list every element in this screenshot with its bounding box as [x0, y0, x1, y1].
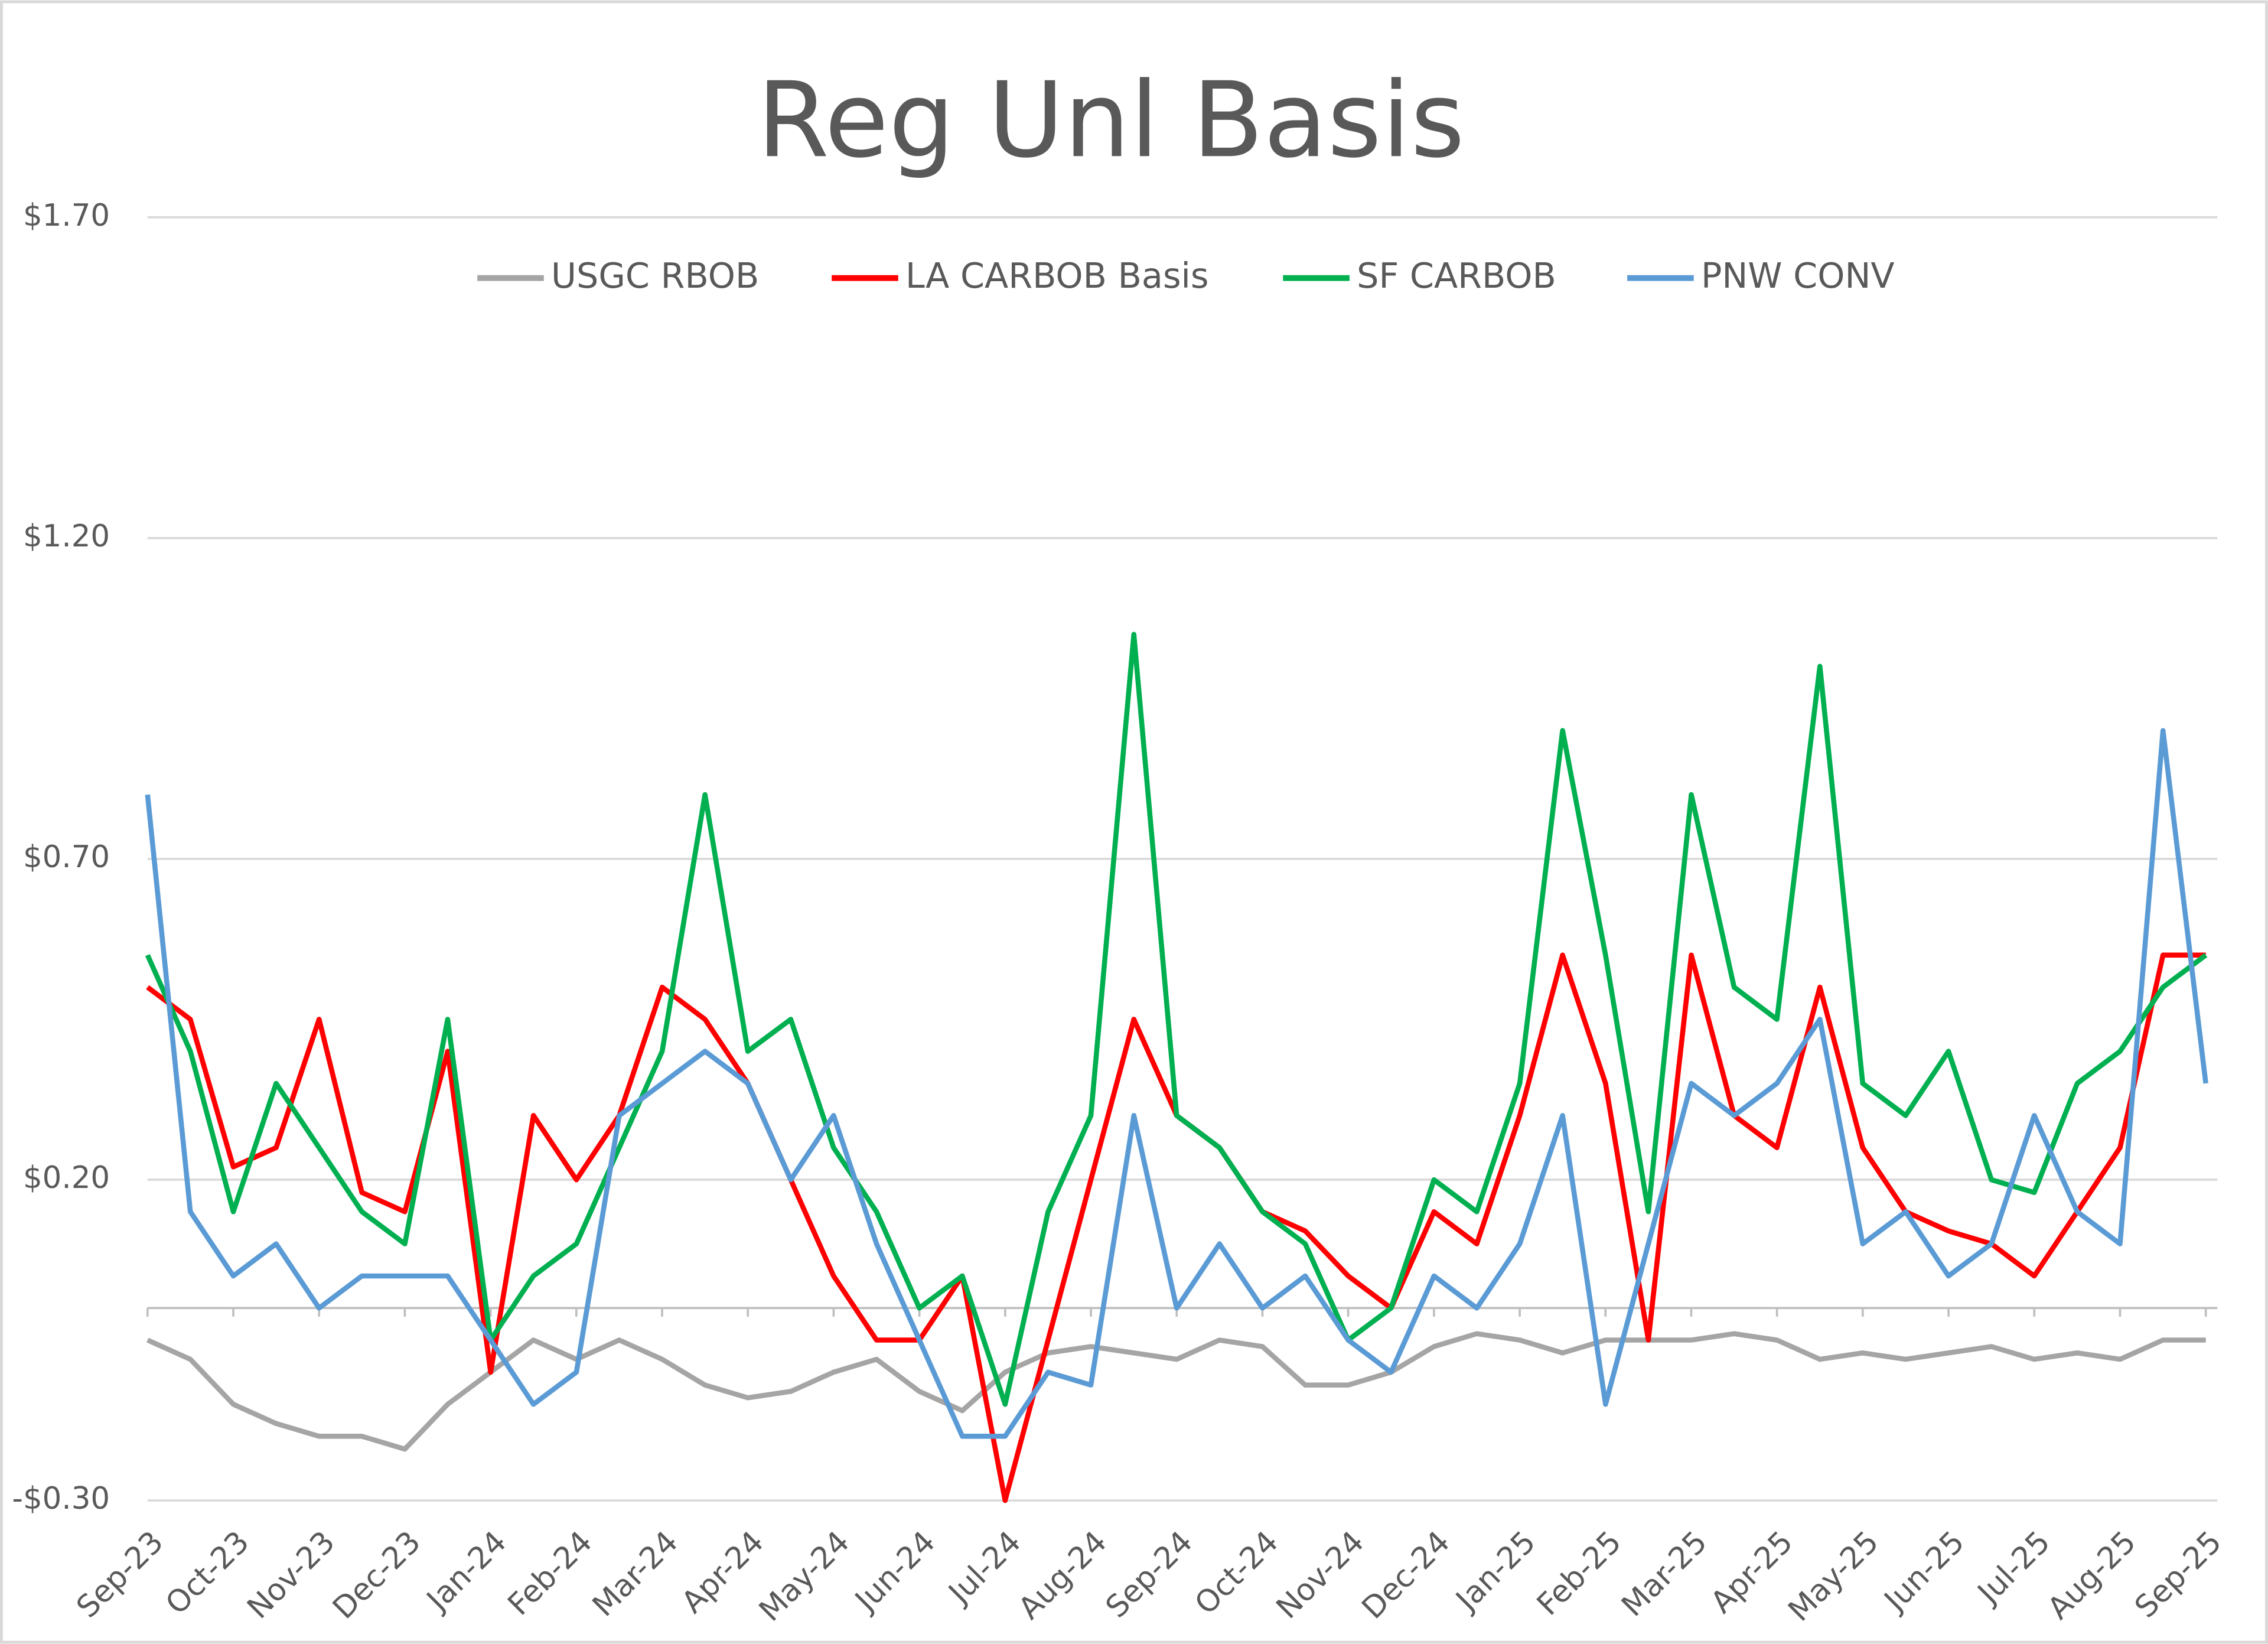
y-tick-label: $0.20 — [23, 1160, 110, 1196]
y-tick-label: $1.70 — [23, 198, 110, 233]
legend-label: USGC RBOB — [551, 255, 759, 296]
legend-label: PNW CONV — [1701, 255, 1895, 296]
legend-label: SF CARBOB — [1357, 255, 1556, 296]
legend-label: LA CARBOB Basis — [905, 255, 1208, 296]
chart-title: Reg Unl Basis — [757, 59, 1465, 181]
y-tick-label: -$0.30 — [12, 1481, 110, 1516]
y-tick-label: $1.20 — [23, 519, 110, 554]
y-tick-label: $0.70 — [23, 839, 110, 875]
series-line — [145, 728, 2208, 1439]
